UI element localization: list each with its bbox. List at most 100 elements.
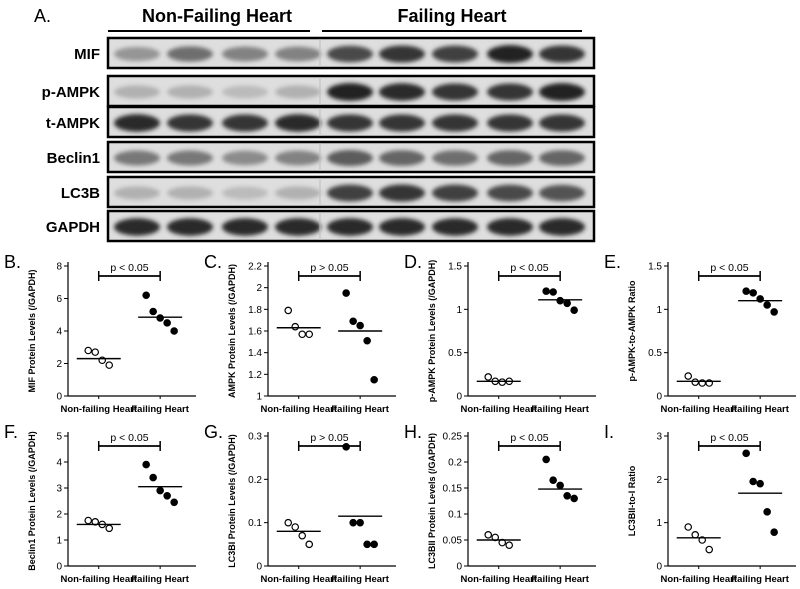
- data-point: [105, 361, 114, 369]
- scatter-panel-f: F. 0 1 2 3 4 5 Beclin1 Protein Levels (/GAPDH) N…: [4, 422, 196, 585]
- blot-row-label: Beclin1: [47, 150, 100, 167]
- data-point: [742, 449, 750, 458]
- y-tick-label: 2: [56, 510, 62, 521]
- data-point: [105, 524, 114, 533]
- data-point: [84, 516, 93, 525]
- data-point: [556, 296, 564, 305]
- y-axis-label: p-AMPK Protein Levels (/GAPDH): [427, 260, 437, 403]
- data-point: [684, 372, 693, 380]
- y-tick-label: 0: [656, 562, 662, 573]
- panel-label: B.: [4, 252, 21, 272]
- blot-band: [432, 184, 478, 202]
- blot-band: [539, 218, 585, 236]
- y-axis-label: AMPK Protein Levels (/GAPDH): [227, 264, 237, 398]
- panel-label: H.: [404, 422, 422, 442]
- significance-label: p < 0.05: [710, 432, 748, 444]
- y-tick-label: 2.2: [248, 262, 262, 273]
- x-category-label: Failing Heart: [531, 574, 589, 585]
- blot-band: [539, 184, 585, 202]
- data-point: [549, 476, 557, 485]
- y-tick-label: 0: [456, 392, 462, 403]
- blot-band: [327, 218, 373, 236]
- data-point: [370, 375, 378, 384]
- group-label-non-failing: Non-Failing Heart: [142, 6, 292, 26]
- data-point: [156, 486, 164, 495]
- blot-band: [379, 45, 425, 63]
- blot-band: [114, 150, 160, 166]
- blot-band: [487, 184, 533, 202]
- blot-band: [167, 114, 213, 132]
- blot-band: [275, 186, 321, 200]
- blot-band: [379, 83, 425, 101]
- x-category-label: Failing Heart: [531, 404, 589, 415]
- data-point: [291, 523, 300, 531]
- y-tick-label: 0.2: [248, 475, 262, 486]
- blot-band: [114, 186, 160, 200]
- data-point: [356, 518, 364, 527]
- blot-band: [222, 46, 268, 62]
- y-axis-label: LC3BII-to-I Ratio: [627, 465, 637, 536]
- y-tick-label: 0.3: [248, 432, 262, 443]
- blot-row-label: LC3B: [61, 185, 100, 202]
- data-point: [484, 373, 493, 381]
- y-axis-label: Beclin1 Protein Levels (/GAPDH): [27, 431, 37, 571]
- data-point: [705, 545, 714, 554]
- scatter-panel-d: D. 0 0.5 1 1.5 p-AMPK Protein Levels (/GAPDH)…: [404, 252, 596, 415]
- blot-band: [114, 46, 160, 62]
- data-point: [370, 540, 378, 549]
- y-tick-label: 0: [456, 562, 462, 573]
- blot-band: [487, 114, 533, 132]
- blot-band: [167, 46, 213, 62]
- data-point: [363, 540, 371, 549]
- data-point: [763, 301, 771, 309]
- data-point: [484, 531, 493, 539]
- data-point: [691, 378, 700, 386]
- panel-label: F.: [4, 422, 18, 442]
- y-tick-label: 2: [256, 283, 262, 294]
- x-category-label: Non-failing Heart: [660, 404, 737, 415]
- data-point: [349, 317, 357, 326]
- data-point: [149, 307, 157, 316]
- x-category-label: Non-failing Heart: [460, 404, 537, 415]
- panel-a-label: A.: [34, 6, 51, 26]
- blot-band: [432, 83, 478, 101]
- y-tick-label: 1.8: [248, 305, 262, 316]
- data-point: [298, 330, 307, 339]
- y-tick-label: 5: [56, 432, 62, 443]
- scatter-panel-g: G. 0 0.1 0.2 0.3 LC3BI Protein Levels (/GAPDH…: [204, 422, 396, 585]
- y-axis-label: p-AMPK-to-AMPK Ratio: [627, 280, 637, 381]
- data-point: [305, 540, 314, 549]
- blot-band: [487, 83, 533, 101]
- x-category-label: Non-failing Heart: [660, 574, 737, 585]
- data-point: [170, 327, 178, 335]
- data-point: [163, 319, 171, 327]
- x-category-label: Failing Heart: [131, 574, 189, 585]
- data-point: [284, 518, 293, 527]
- blot-band: [379, 184, 425, 202]
- group-label-failing: Failing Heart: [397, 6, 506, 26]
- y-tick-label: 0.1: [248, 518, 262, 529]
- data-point: [342, 289, 350, 297]
- data-point: [149, 473, 157, 482]
- blot-band: [327, 114, 373, 132]
- data-point: [570, 306, 578, 315]
- y-tick-label: 4: [56, 327, 62, 338]
- y-tick-label: 8: [56, 262, 62, 273]
- blot-row-label: t-AMPK: [46, 115, 100, 132]
- blot-band: [167, 85, 213, 99]
- data-point: [570, 494, 578, 503]
- blot-band: [222, 186, 268, 200]
- y-axis-label: LC3BII Protein Levels (/GAPDH): [427, 433, 437, 569]
- blot-band: [379, 218, 425, 236]
- blot-band: [167, 150, 213, 166]
- x-category-label: Failing Heart: [331, 574, 389, 585]
- blot-band: [167, 186, 213, 200]
- y-tick-label: 1: [256, 392, 262, 403]
- x-category-label: Failing Heart: [731, 574, 789, 585]
- data-point: [756, 479, 764, 488]
- data-point: [156, 314, 164, 322]
- blot-band: [327, 83, 373, 101]
- y-tick-label: 1: [456, 305, 462, 316]
- significance-label: p < 0.05: [510, 432, 548, 444]
- x-category-label: Non-failing Heart: [60, 404, 137, 415]
